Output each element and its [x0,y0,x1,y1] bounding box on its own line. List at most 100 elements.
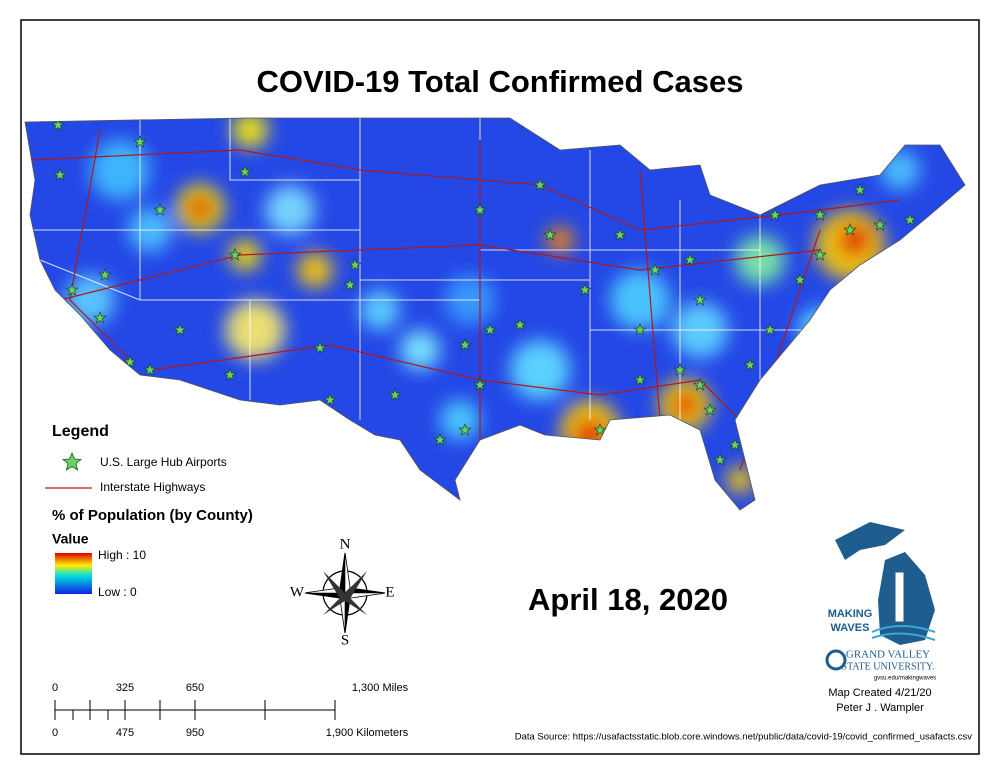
airport [123,355,137,368]
scale-mile-label: 0 [52,682,58,694]
airport [343,278,357,291]
compass-w: W [290,584,305,600]
airport [228,248,242,261]
airport [633,373,647,386]
airport [433,433,447,446]
airport [98,268,112,281]
airport [813,208,827,221]
legend-value: Value [52,531,89,547]
logo-university2: STATE UNIVERSITY. [842,661,935,672]
scale-mile-label: 650 [186,682,204,694]
heat-spot [510,340,570,400]
airport [593,423,607,436]
scale-bar: 0 325 650 1,300 Miles 0 475 950 1,900 Ki… [52,682,409,739]
airport [458,338,472,351]
airport [458,423,472,436]
lower-peninsula [878,552,935,645]
heat-spot [90,140,150,200]
airport [903,213,917,226]
scale-km-label: 475 [116,727,134,739]
scale-km-label: 1,900 Kilometers [326,727,409,739]
airport [313,341,327,354]
airport [693,293,707,306]
map-date: April 18, 2020 [528,582,728,617]
heat-spot [225,300,285,360]
airport [693,378,707,391]
logo-making: MAKING [828,608,873,620]
airport [843,223,857,236]
compass-diagonal [323,571,367,615]
lighthouse [894,571,905,623]
logo-university1: GRAND VALLEY [846,649,930,661]
airport [543,228,557,241]
map-title: COVID-19 Total Confirmed Cases [257,64,744,99]
credit-author: Peter J . Wampler [836,702,924,714]
airport [133,135,147,148]
legend-high: High : 10 [98,548,146,562]
compass-n: N [340,536,351,552]
heat-spot [671,391,699,419]
legend-population: % of Population (by County) [52,507,253,524]
airport [53,168,67,181]
compass-e: E [385,584,394,600]
airport [51,118,65,131]
airports [51,118,917,466]
heat-spot [610,270,670,330]
heat-spot [440,400,480,440]
upper-peninsula [835,522,905,560]
airport [388,388,402,401]
credit-created: Map Created 4/21/20 [828,687,931,699]
airport [743,358,757,371]
airport [513,318,527,331]
logo-url: gvsu.edu/makingwaves [874,676,936,682]
scale-km-label: 0 [52,727,58,739]
legend-heading: Legend [52,423,109,440]
airport [813,248,827,261]
scale-km-label: 950 [186,727,204,739]
compass: N E S W [290,536,395,648]
airport [853,183,867,196]
heat-spot [186,194,214,222]
airport [473,378,487,391]
data-source: Data Source: https://usafactsstatic.blob… [515,732,973,743]
airport [683,253,697,266]
airport [768,208,782,221]
logo-waves: WAVES [831,622,870,634]
airport [348,258,362,271]
airport [483,323,497,336]
heat-spot [297,252,333,288]
heat-spot [232,118,268,148]
scale-mile-label: 1,300 Miles [352,682,409,694]
airport [633,323,647,336]
airport [673,363,687,376]
legend: Legend U.S. Large Hub Airports Interstat… [45,423,253,599]
heat-spot [265,185,315,235]
airport [648,263,662,276]
scale-mile-label: 325 [116,682,134,694]
waves [871,625,936,641]
airport [65,283,79,296]
airport [223,368,237,381]
airport [873,218,887,231]
airport [238,165,252,178]
airport [153,203,167,216]
airport [613,228,627,241]
legend-highways: Interstate Highways [100,480,205,494]
airport [793,273,807,286]
legend-airports: U.S. Large Hub Airports [100,455,227,469]
gv-mark [825,649,847,671]
airport-symbol [61,451,83,471]
airport [473,203,487,216]
compass-s: S [341,632,349,648]
airport [173,323,187,336]
heat-spot [726,466,754,494]
airport [533,178,547,191]
heat-spot [360,290,400,330]
airport [703,403,717,416]
airport [713,453,727,466]
airport [728,438,742,451]
airport [93,311,107,324]
airport [323,393,337,406]
us-outline [24,117,966,511]
